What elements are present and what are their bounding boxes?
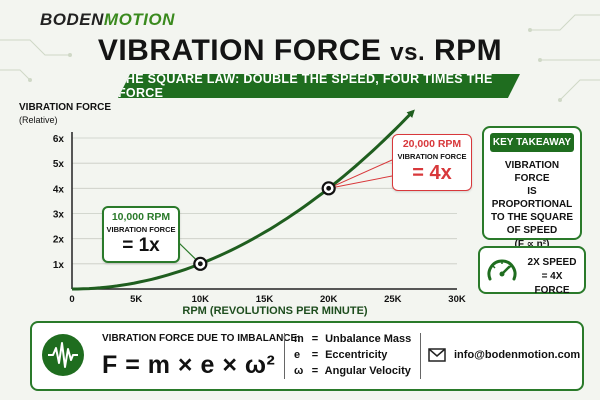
definition-equals: = <box>311 349 319 361</box>
brand-name-part2: MOTION <box>103 10 175 29</box>
callout-leader <box>328 159 393 189</box>
definition-symbol: m <box>294 333 304 345</box>
definition-symbol: ω <box>294 365 304 377</box>
x-tick-label: 0 <box>69 294 74 305</box>
y-tick-label: 3x <box>53 210 65 221</box>
x-tick-label: 30K <box>448 294 466 305</box>
definition-row: e = Eccentricity <box>294 347 411 363</box>
definition-equals: = <box>311 333 319 345</box>
callout-10k-rpm-label: 10,000 RPM <box>111 211 171 223</box>
key-takeaway-line: IS PROPORTIONAL <box>491 186 573 210</box>
callout-20k-force-label: VIBRATION FORCE <box>397 152 467 161</box>
x-tick-label: 15K <box>256 294 274 305</box>
definition-meaning: Angular Velocity <box>324 365 411 377</box>
x-tick-label: 20K <box>320 294 338 305</box>
definition-symbol: e <box>294 349 301 361</box>
x-tick-label: 10K <box>192 294 210 305</box>
brand-name-part1: BODEN <box>40 10 104 29</box>
definition-meaning: Eccentricity <box>325 349 388 361</box>
callout-leader <box>328 175 393 189</box>
y-tick-label: 2x <box>53 235 65 246</box>
y-axis-title: VIBRATION FORCE <box>19 102 112 113</box>
key-takeaway-line: OF SPEED <box>506 225 558 236</box>
definition-row: m = Unbalance Mass <box>294 331 411 347</box>
key-takeaway-formula: (F ∝ n²) <box>514 239 550 250</box>
callout-10k-rpm: 10,000 RPM VIBRATION FORCE = 1x <box>102 206 180 263</box>
definition-meaning: Unbalance Mass <box>325 333 412 345</box>
key-takeaway-line: TO THE SQUARE <box>490 212 574 223</box>
definition-row: ω = Angular Velocity <box>294 363 411 379</box>
data-point-center <box>326 185 332 191</box>
formula-definitions: m = Unbalance Mass e = Eccentricity ω = Ang… <box>294 331 411 379</box>
title-rpm: RPM <box>434 34 503 67</box>
y-tick-label: 4x <box>53 184 65 195</box>
key-takeaway-text: VIBRATION FORCE IS PROPORTIONAL TO THE S… <box>484 159 580 237</box>
formula-caption: VIBRATION FORCE DUE TO IMBALANCE: <box>102 333 301 344</box>
series-line-vibration-force <box>72 109 415 291</box>
x-tick-label: 5K <box>130 294 142 305</box>
speedometer-icon <box>487 259 517 281</box>
key-takeaway-heading: KEY TAKEAWAY <box>490 133 574 152</box>
formula-box: VIBRATION FORCE DUE TO IMBALANCE: F = m … <box>30 321 584 391</box>
definition-equals: = <box>311 365 319 377</box>
data-point-center <box>197 261 203 267</box>
page-title: VIBRATION FORCE vs. RPM <box>0 34 600 68</box>
key-takeaway-box: KEY TAKEAWAY VIBRATION FORCE IS PROPORTI… <box>482 126 582 250</box>
title-main: VIBRATION FORCE <box>97 34 382 67</box>
formula-equation: F = m × e × ω² <box>102 351 276 379</box>
x-axis-label: RPM (REVOLUTIONS PER MINUTE) <box>182 305 368 317</box>
callout-20k-rpm-label: 20,000 RPM <box>402 138 462 150</box>
email-divider <box>420 333 421 379</box>
brand-logo: BODENMOTION <box>40 10 175 30</box>
y-axis-subtitle: (Relative) <box>19 115 58 125</box>
force-line: = 4X FORCE <box>534 271 570 296</box>
formula-divider <box>284 333 285 379</box>
x-tick-label: 25K <box>384 294 402 305</box>
key-takeaway-line: VIBRATION FORCE <box>504 160 560 184</box>
speed-force-text: 2X SPEED = 4X FORCE <box>524 256 580 298</box>
y-tick-label: 1x <box>53 260 65 271</box>
vibration-wave-icon <box>42 334 84 376</box>
y-tick-label: 5x <box>53 159 65 170</box>
contact-email-link[interactable]: info@bodenmotion.com <box>454 349 581 361</box>
title-vs: vs. <box>390 39 426 66</box>
speed-line: 2X SPEED <box>527 257 577 268</box>
callout-20k-rpm: 20,000 RPM VIBRATION FORCE = 4x <box>392 134 472 191</box>
callout-20k-multiplier: = 4x <box>412 162 452 184</box>
envelope-icon <box>428 348 446 362</box>
y-axis-label: VIBRATION FORCE (Relative) <box>19 102 111 126</box>
subtitle-banner: THE SQUARE LAW: DOUBLE THE SPEED, FOUR T… <box>118 74 520 98</box>
callout-10k-multiplier: = 1x <box>122 235 160 256</box>
speed-force-box: 2X SPEED = 4X FORCE <box>478 246 586 296</box>
callout-10k-force-label: VIBRATION FORCE <box>106 225 176 234</box>
y-tick-label: 6x <box>53 134 65 145</box>
